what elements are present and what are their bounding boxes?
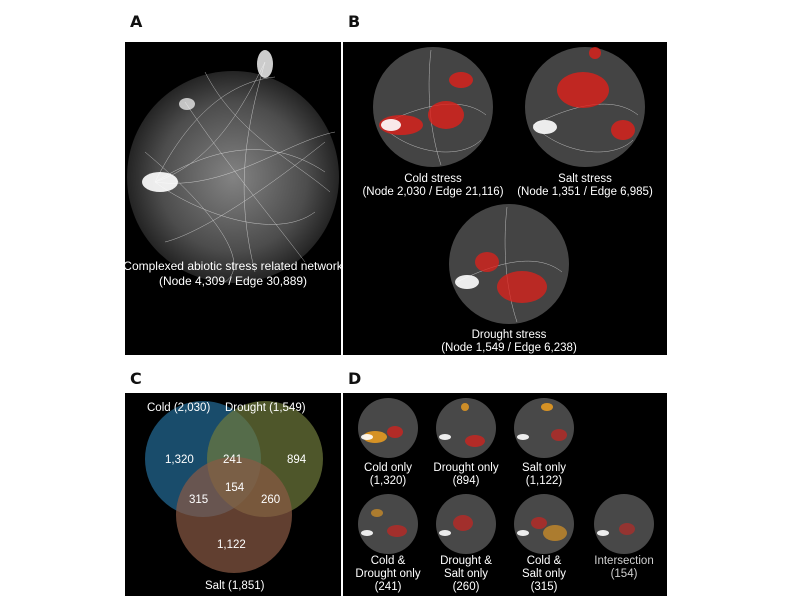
venn-label-drought: Drought (1,549) (225, 402, 306, 414)
panel-c-letter: C (130, 369, 142, 388)
venn-label-salt: Salt (1,851) (205, 580, 265, 592)
venn-label-cold: Cold (2,030) (147, 402, 210, 414)
d-caption-1-line1: Cold only (364, 462, 412, 474)
network-salt (525, 47, 645, 167)
panel-d-letter: D (348, 369, 362, 388)
d-caption-5-line2: Salt only (443, 568, 489, 580)
panel-a-caption-line2: (Node 4,309 / Edge 30,889) (158, 274, 308, 288)
d-caption-4-line2: Drought only (355, 568, 421, 580)
cold-caption-line1: Cold stress (404, 173, 462, 185)
network-cold-salt (514, 494, 574, 554)
venn-diagram: Cold (2,030) Drought (1,549) Salt (1,851… (145, 401, 323, 592)
venn-region-drought-salt: 260 (261, 494, 280, 506)
d-caption-1-line2: (1,320) (369, 475, 407, 487)
d-caption-6-line2: Salt only (521, 568, 567, 580)
network-drought-only (436, 398, 496, 458)
d-caption-2-line1: Drought only (433, 462, 499, 474)
drought-caption-line1: Drought stress (471, 329, 547, 341)
d-caption-4-line3: (241) (374, 581, 402, 593)
network-cold-only (358, 398, 418, 458)
drought-caption-line2: (Node 1,549 / Edge 6,238) (441, 342, 577, 354)
network-drought (449, 204, 569, 324)
d-caption-7-line1: Intersection (594, 555, 654, 567)
cold-caption-line2: (Node 2,030 / Edge 21,116) (362, 186, 504, 198)
d-caption-6-line1: Cold & (526, 555, 562, 567)
d-caption-3-line1: Salt only (521, 462, 567, 474)
d-caption-2-line2: (894) (452, 475, 480, 487)
salt-caption-line2: (Node 1,351 / Edge 6,985) (517, 186, 653, 198)
venn-region-cold-only: 1,320 (165, 454, 194, 466)
venn-region-drought-only: 894 (287, 454, 307, 466)
d-caption-5-line1: Drought & (440, 555, 492, 567)
d-caption-4-line1: Cold & (370, 555, 406, 567)
panel-b-letter: B (348, 12, 361, 31)
d-caption-7-line2: (154) (610, 568, 638, 580)
panel-d: Cold only (1,320) Drought only (894) Sal… (343, 393, 667, 596)
venn-circle-salt (176, 457, 292, 573)
venn-region-salt-only: 1,122 (217, 539, 246, 551)
venn-region-cold-salt: 315 (189, 494, 208, 506)
d-caption-3-line2: (1,122) (525, 475, 563, 487)
network-salt-only (514, 398, 574, 458)
network-drought-salt (436, 494, 496, 554)
d-caption-6-line3: (315) (530, 581, 558, 593)
venn-region-all: 154 (225, 482, 245, 494)
panel-c: Cold (2,030) Drought (1,549) Salt (1,851… (125, 393, 341, 596)
panel-a: Complexed abiotic stress related network… (125, 42, 341, 355)
venn-region-cold-drought: 241 (223, 454, 242, 466)
network-full (127, 50, 339, 283)
network-intersection (594, 494, 654, 554)
salt-caption-line1: Salt stress (558, 173, 612, 185)
network-cold-drought (358, 494, 418, 554)
panel-a-letter: A (130, 12, 143, 31)
panel-a-caption-line1: Complexed abiotic stress related network (125, 259, 341, 273)
panel-b: Cold stress (Node 2,030 / Edge 21,116) S… (343, 42, 667, 355)
network-cold (373, 47, 493, 167)
d-caption-5-line3: (260) (452, 581, 480, 593)
